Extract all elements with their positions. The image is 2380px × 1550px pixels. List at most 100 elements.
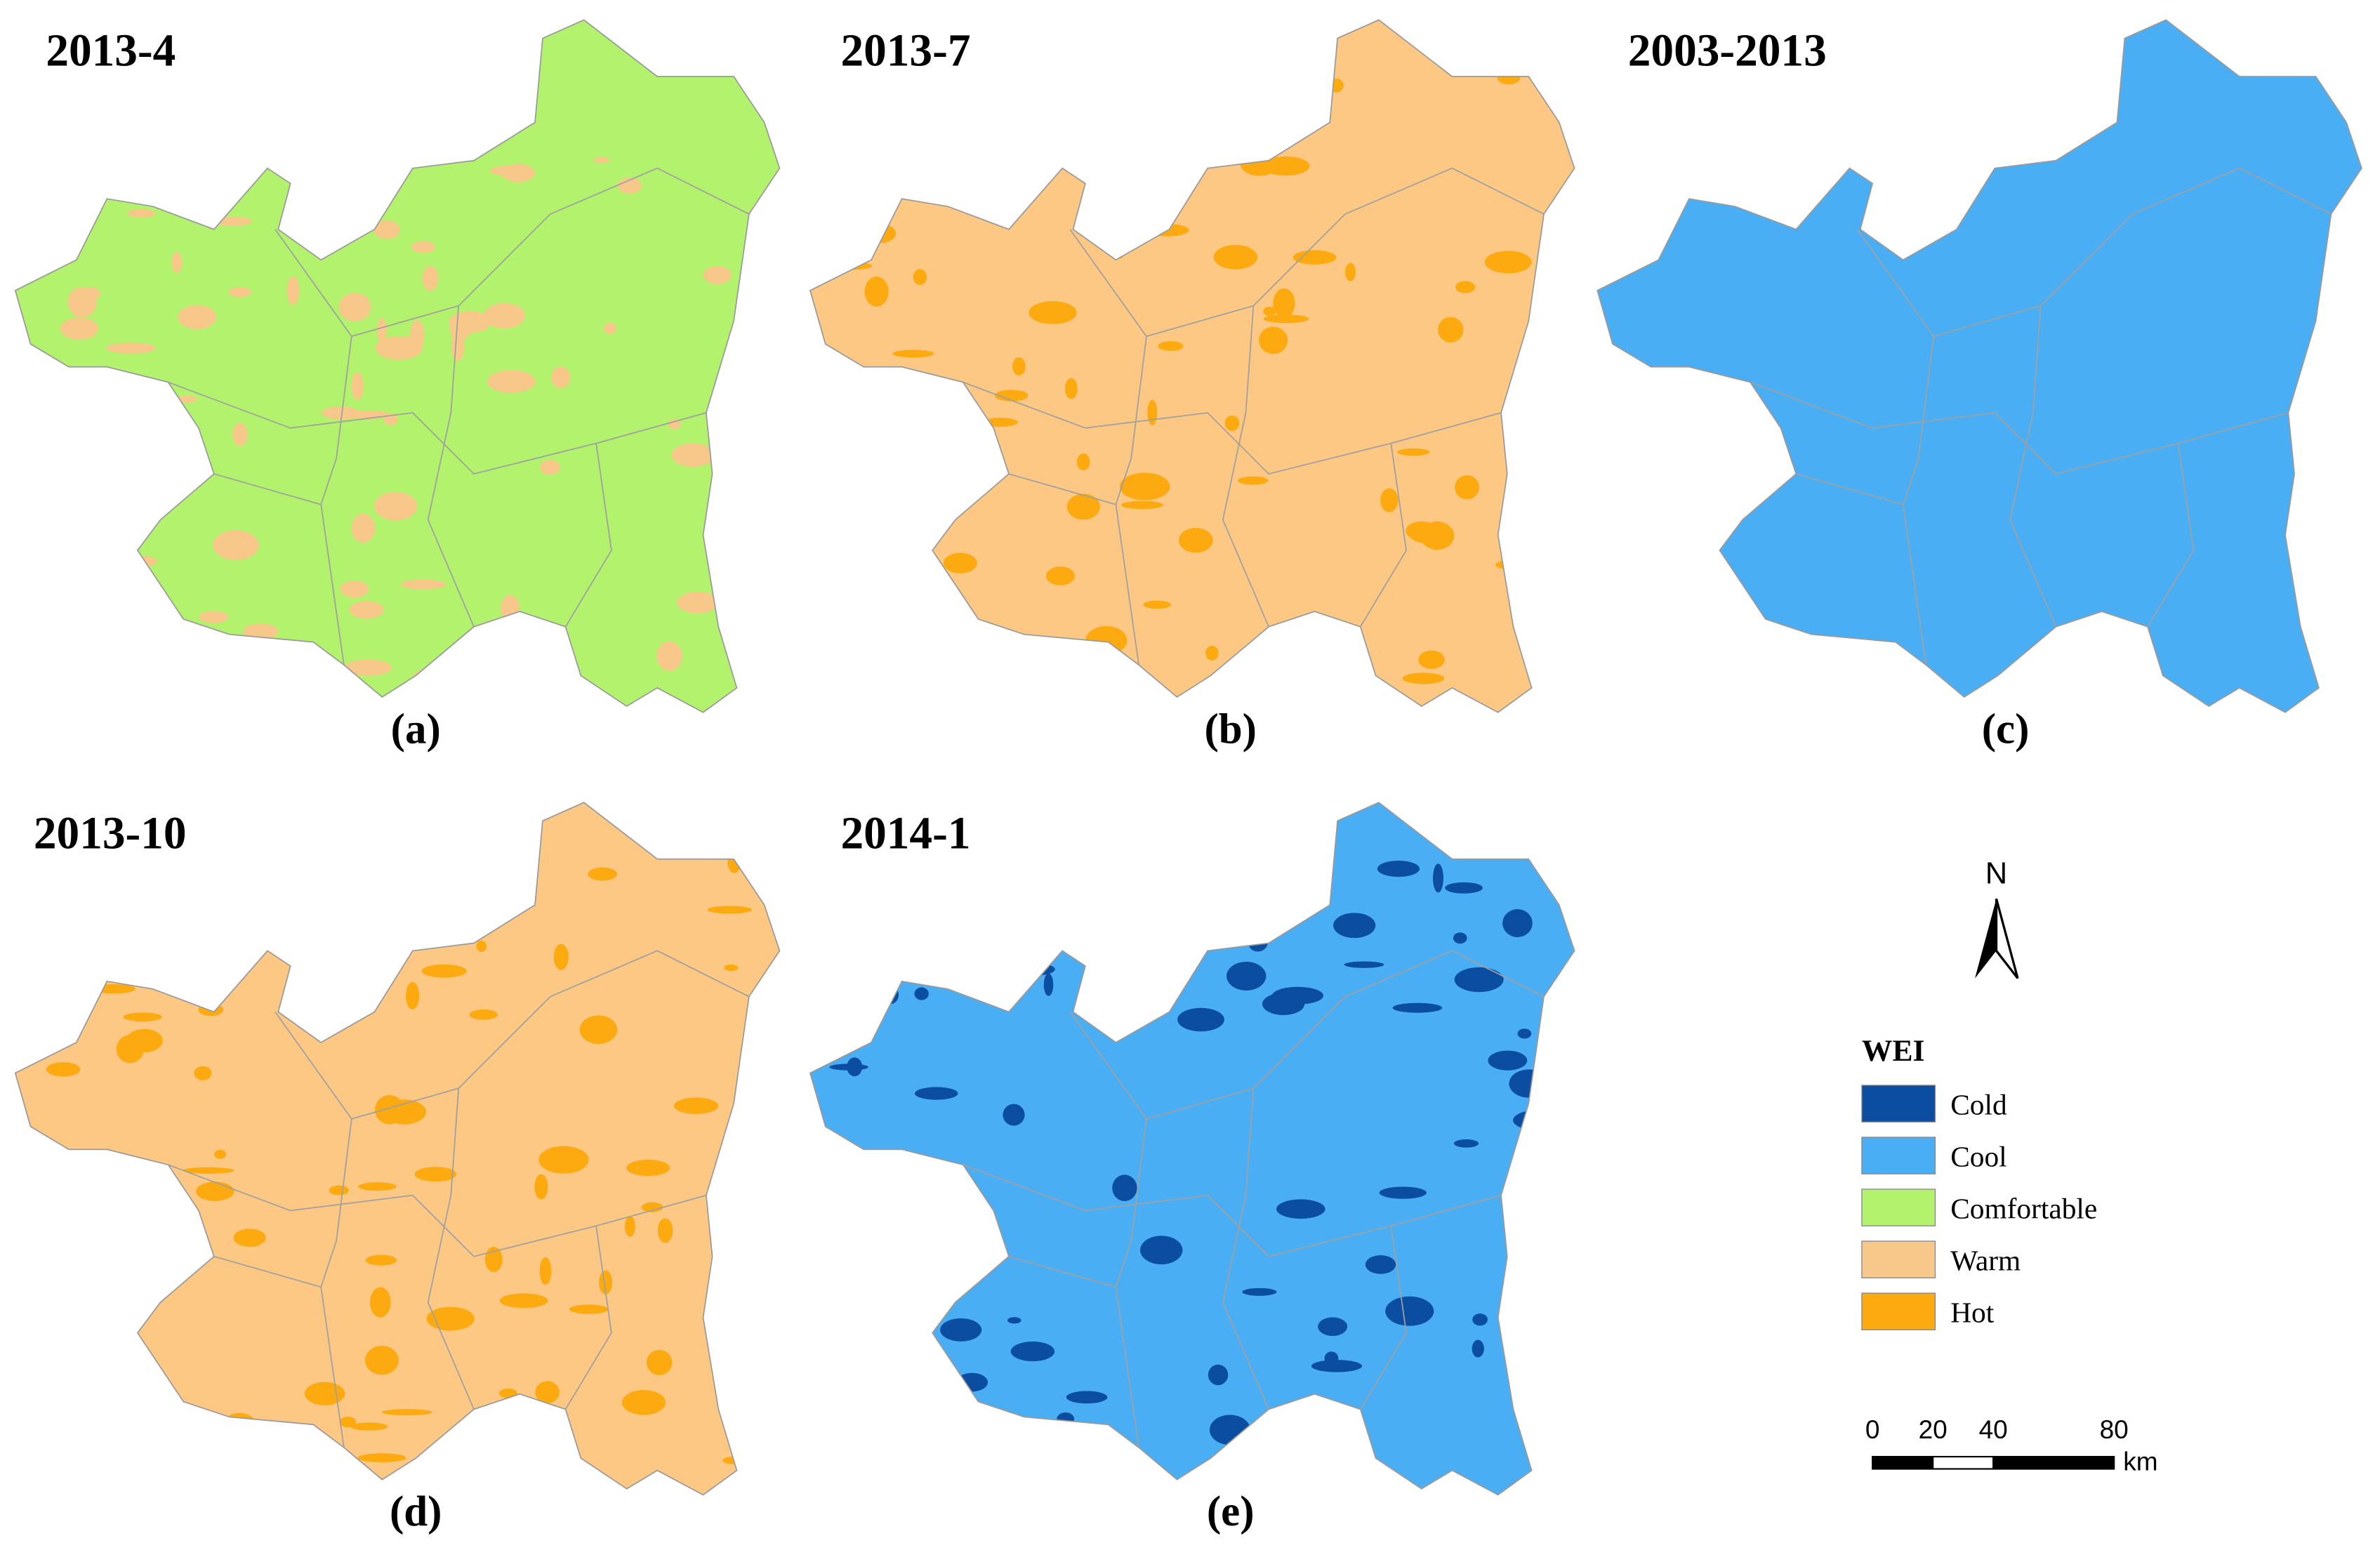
class-patch [943,552,977,574]
class-patch [617,177,642,194]
class-patch [539,460,561,475]
class-patch [1377,861,1420,877]
class-patch [1365,1255,1396,1274]
class-patch [1273,288,1295,318]
class-patch [569,1304,609,1314]
class-patch [323,918,358,941]
class-patch [411,668,448,695]
class-patch [656,641,682,671]
legend-label: Cold [1950,1088,2007,1120]
district-border [963,1164,1502,1257]
class-patch [373,220,400,239]
class-patch [350,1422,388,1431]
class-patch [199,611,229,623]
class-patch [1402,673,1445,684]
legend-swatch [1861,1188,1936,1226]
class-patch [727,851,741,873]
north-arrow-right [1995,898,2019,979]
class-patch [214,1149,227,1159]
region-fill [15,20,780,713]
class-patch [707,906,752,914]
district-border [168,1164,707,1257]
class-patch [1060,135,1099,146]
class-patch [194,1066,212,1080]
class-patch [1433,863,1443,893]
class-patch [46,1062,81,1077]
class-patch [1488,1050,1528,1071]
class-patch [471,124,498,134]
scale-segment [1992,1455,2115,1470]
class-patch [244,929,259,940]
class-patch [93,611,107,619]
district-border [275,950,750,1120]
class-patch [193,1429,218,1445]
class-patch [165,466,185,491]
class-patch [1445,882,1483,894]
legend-label: Cool [1950,1140,2007,1172]
scale-label: 20 [1919,1415,1948,1444]
class-patch [1293,250,1337,265]
class-patch [344,659,392,676]
class-patch [341,885,355,915]
class-patch [151,673,180,685]
class-patch [491,1422,505,1444]
class-patch [934,1380,963,1396]
class-patch [1112,1174,1137,1202]
class-patch [421,964,467,978]
class-patch [1007,1317,1022,1324]
class-patch [426,1306,475,1331]
class-patch [422,265,439,291]
class-patch [317,209,344,217]
class-patch [1512,617,1531,628]
class-patch [1385,1296,1434,1326]
class-patch [196,1181,234,1201]
class-patch [476,940,487,952]
class-patch [1324,1351,1339,1365]
class-patch [1143,600,1172,609]
class-patch [1276,1199,1325,1219]
class-patch [845,1354,868,1380]
class-patch [842,219,858,234]
class-patch [1045,567,1075,585]
district-borders [963,950,1545,1448]
class-patch [841,409,881,433]
class-patch [825,668,861,681]
class-patch [1380,488,1399,512]
class-patch [351,372,364,400]
class-patch [621,1390,666,1415]
class-patch [1497,70,1521,85]
class-patch [1010,962,1055,976]
class-patch [657,1218,673,1243]
class-patch [490,165,529,176]
class-patch [1397,448,1430,456]
class-patch [401,579,447,590]
class-patch [158,95,171,103]
class-patch [551,366,571,388]
class-patch [641,1202,663,1212]
class-patch [534,1174,548,1200]
class-patch [1169,934,1217,947]
class-patch [847,1057,863,1077]
class-patch [357,1453,406,1463]
class-patch [913,971,936,979]
class-patch [272,81,284,106]
class-patch [171,251,183,273]
class-patch [626,1159,670,1177]
class-patch [1472,1313,1488,1326]
class-patch [724,964,739,972]
class-patch [1311,1360,1362,1372]
class-patch [1012,357,1026,376]
class-patch [499,1293,548,1309]
class-patch [553,943,569,970]
class-patch [994,390,1029,402]
class-patch [178,305,217,329]
class-patch [405,981,420,1009]
class-patch [1102,214,1125,244]
class-patch [1261,156,1310,176]
class-patch [1242,1287,1277,1296]
district-border [1856,167,2332,338]
class-patch [579,1015,618,1045]
class-patch [1517,1170,1543,1181]
class-patch [1392,1002,1443,1013]
scale-unit: km [2123,1447,2157,1476]
